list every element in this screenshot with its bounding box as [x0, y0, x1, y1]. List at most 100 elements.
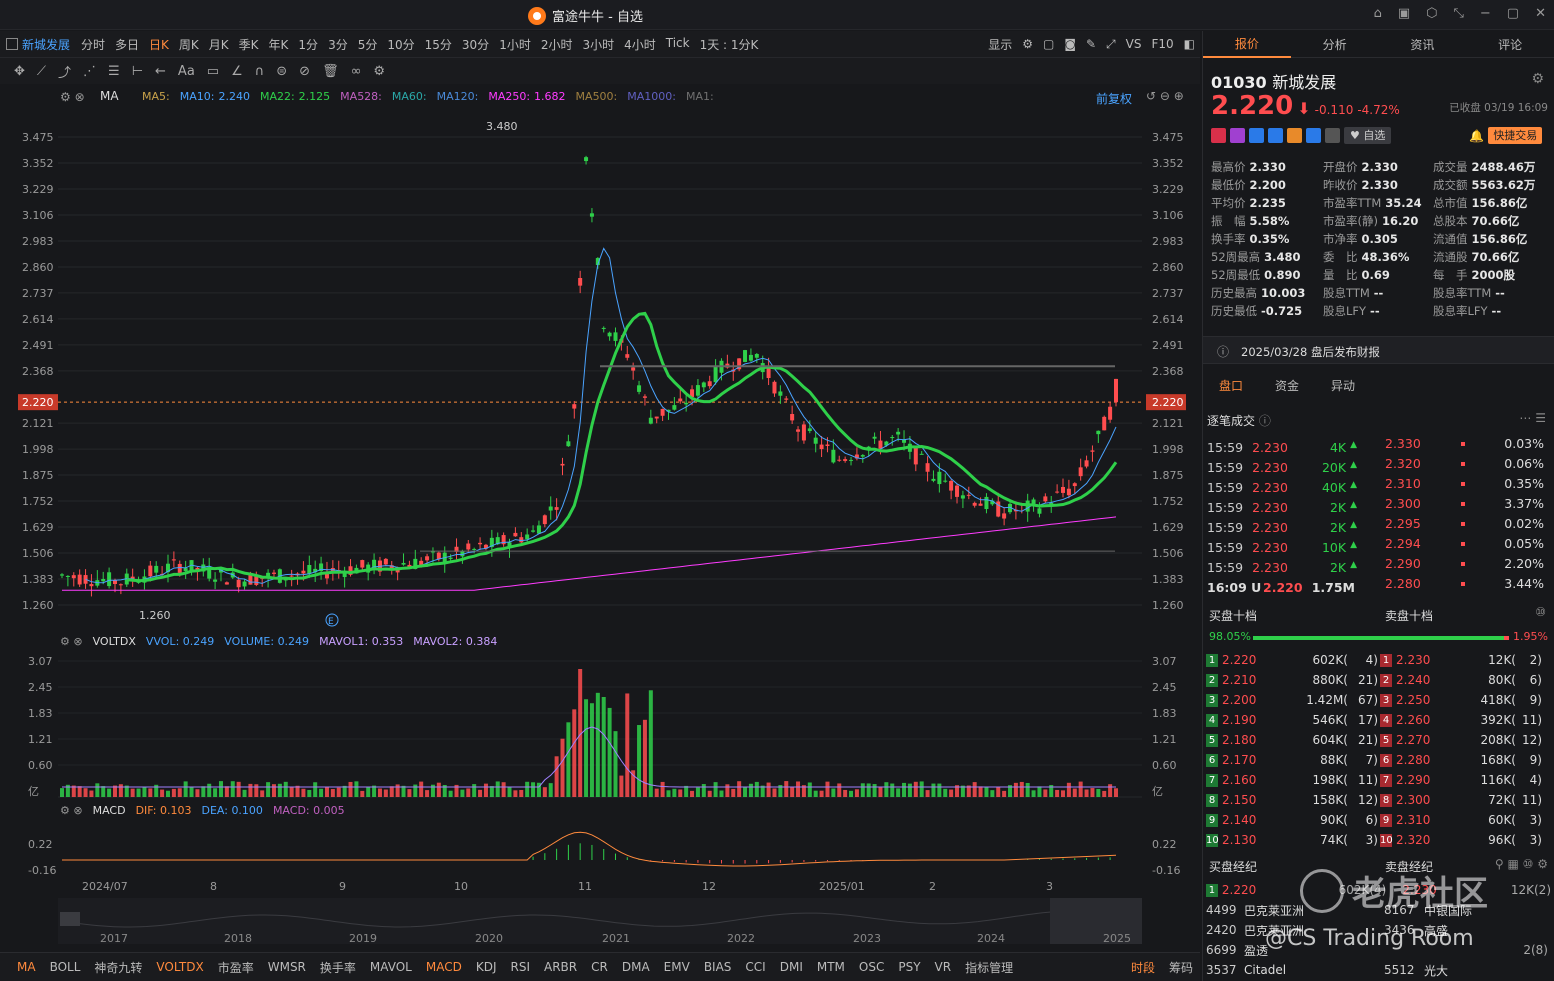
indicator-tab[interactable]: 市盈率 — [217, 960, 254, 975]
hk-badge-icon[interactable] — [1211, 128, 1226, 143]
book-row[interactable]: 6 2.170 88K(7) 6 2.280 168K(9) — [1206, 751, 1551, 769]
period-13[interactable]: 1小时 — [499, 37, 531, 52]
quote-tab[interactable]: 报价 — [1203, 31, 1291, 58]
ma-legend-item[interactable]: MA5: — [142, 90, 170, 106]
period-11[interactable]: 15分 — [424, 37, 452, 52]
vol-settings-icon[interactable]: ⚙ ⊗ — [60, 635, 83, 648]
period-9[interactable]: 5分 — [357, 37, 378, 52]
crosshair-icon[interactable]: ✥ — [14, 63, 25, 79]
layout-icon[interactable]: ▢ — [1042, 37, 1055, 51]
period-6[interactable]: 年K — [268, 37, 289, 52]
camera-icon[interactable]: ◙ — [1064, 37, 1076, 51]
draw-settings-icon[interactable]: ⚙ — [373, 63, 386, 79]
event-marker-icon[interactable] — [325, 613, 339, 627]
macd-indicator-name[interactable]: MACD — [92, 804, 126, 817]
period-0[interactable]: 分时 — [81, 37, 106, 52]
book-row[interactable]: 9 2.140 90K(6) 9 2.310 60K(3) — [1206, 811, 1551, 829]
lightning-badge-icon[interactable] — [1230, 128, 1245, 143]
tag-icon[interactable]: ⬡ — [1426, 6, 1438, 21]
indicator-tab[interactable]: DMA — [621, 960, 650, 974]
close-button[interactable]: ✕ — [1535, 6, 1546, 21]
short-badge-icon[interactable] — [1287, 128, 1302, 143]
maximize-button[interactable]: ▢ — [1506, 6, 1520, 21]
indicator-tab[interactable]: ARBR — [544, 960, 578, 974]
book-row[interactable]: 7 2.160 198K(11) 7 2.290 116K(4) — [1206, 771, 1551, 789]
broker-row[interactable]: 4499 巴克莱亚洲 8167 中银国际 — [1206, 901, 1551, 919]
period-17[interactable]: Tick — [665, 35, 690, 50]
broker-row[interactable]: 2420 巴克莱亚洲 3436 高盛 — [1206, 921, 1551, 939]
ma-legend-item[interactable]: MA60: — [392, 90, 427, 106]
period-14[interactable]: 2小时 — [540, 37, 573, 52]
bottom-right-tab[interactable]: 时段 — [1130, 960, 1155, 975]
f10-button[interactable]: F10 — [1151, 37, 1174, 51]
ma-legend-item[interactable]: MA528: — [340, 90, 382, 106]
delete-icon[interactable]: 🗑 — [322, 63, 339, 79]
earnings-notice[interactable]: ⓘ 2025/03/28 盘后发布财报 — [1203, 336, 1554, 364]
line-tool-icon[interactable]: ⟋ — [36, 63, 47, 79]
doc-badge-icon[interactable] — [1325, 128, 1340, 143]
bell-icon[interactable]: 🔔 — [1469, 128, 1485, 143]
macd-settings-icon[interactable]: ⚙ ⊗ — [60, 804, 83, 817]
bottom-right-tab[interactable]: 筹码 — [1168, 960, 1193, 975]
stock-name-tab[interactable]: 新城发展 — [22, 37, 71, 52]
arrow-tool-icon[interactable]: ← — [155, 63, 166, 79]
indicator-tab[interactable]: BOLL — [49, 960, 81, 974]
indicator-tab[interactable]: MA — [17, 960, 36, 974]
display-menu[interactable]: 显示 — [988, 37, 1013, 52]
indicator-tab[interactable]: MTM — [816, 960, 845, 974]
overview-window[interactable] — [1050, 898, 1142, 944]
broker-row[interactable]: 1 2.220 602K(4) 2.230 12K(2) — [1206, 881, 1551, 899]
period-16[interactable]: 4小时 — [624, 37, 656, 52]
indicator-tab[interactable]: VR — [934, 960, 952, 974]
indicator-tab[interactable]: OSC — [858, 960, 885, 974]
fib-tool-icon[interactable]: ☰ — [108, 63, 120, 79]
settings-icon[interactable]: ⚙ — [1022, 37, 1033, 51]
indicator-tab[interactable]: RSI — [510, 960, 531, 974]
quote-tab[interactable]: 分析 — [1322, 37, 1347, 52]
adjust-mode-button[interactable]: 前复权 — [1096, 92, 1133, 106]
indicator-tab[interactable]: DMI — [779, 960, 803, 974]
ma-legend-item[interactable]: MA22: 2.125 — [260, 90, 330, 106]
range-tool-icon[interactable]: ⊢ — [131, 63, 144, 79]
watchlist-button[interactable]: ♥ 自选 — [1344, 127, 1392, 144]
indicator-tab[interactable]: PSY — [898, 960, 921, 974]
orderbook-subtab[interactable]: 盘口 — [1218, 379, 1243, 393]
indicator-tab[interactable]: EMV — [663, 960, 690, 974]
broker-row[interactable]: 3537 Citadel 5512 光大 — [1206, 961, 1551, 979]
broker-tools[interactable]: ⚲ ▦ ⑩ ⚙ — [1494, 857, 1548, 871]
period-4[interactable]: 月K — [208, 37, 229, 52]
magnet-icon[interactable]: ∩ — [254, 63, 265, 79]
link-icon[interactable]: ∞ — [350, 63, 362, 79]
wave-tool-icon[interactable]: ⋰ — [83, 63, 97, 79]
indicator-tab[interactable]: 神奇九转 — [94, 960, 143, 975]
book-row[interactable]: 3 2.200 1.42M(67) 3 2.250 418K(9) — [1206, 691, 1551, 709]
ma-legend-item[interactable]: MA1: — [686, 90, 714, 106]
period-8[interactable]: 3分 — [328, 37, 348, 52]
ma-legend-item[interactable]: MA250: 1.682 — [488, 90, 565, 106]
shrink-icon[interactable]: ⤡ — [1453, 6, 1464, 21]
period-1[interactable]: 多日 — [115, 37, 140, 52]
ma-legend-item[interactable]: MA10: 2.240 — [180, 90, 250, 106]
dollar-badge-icon[interactable] — [1268, 128, 1283, 143]
period-3[interactable]: 周K — [178, 37, 199, 52]
ma-indicator-name[interactable]: MA — [100, 89, 119, 103]
book-row[interactable]: 2 2.210 880K(21) 2 2.240 80K(6) — [1206, 671, 1551, 689]
overview-handle-icon[interactable] — [60, 912, 80, 926]
ma-legend-item[interactable]: MA120: — [437, 90, 479, 106]
ma-legend-item[interactable]: MA1000: — [627, 90, 676, 106]
minimize-button[interactable]: − — [1479, 6, 1491, 21]
indicator-tab[interactable]: 换手率 — [319, 960, 356, 975]
text-tool-icon[interactable]: Aa — [177, 63, 195, 79]
orderbook-subtab[interactable]: 异动 — [1330, 379, 1355, 393]
period-2[interactable]: 日K — [149, 37, 169, 52]
note-tool-icon[interactable]: ▭ — [206, 63, 220, 79]
book-row[interactable]: 5 2.180 604K(21) 5 2.270 208K(12) — [1206, 731, 1551, 749]
hide-icon[interactable]: ⊘ — [299, 63, 311, 79]
broker-row[interactable]: 6699 盈透 2(8) — [1206, 941, 1551, 959]
period-15[interactable]: 3小时 — [582, 37, 615, 52]
vs-button[interactable]: VS — [1125, 37, 1142, 51]
quote-settings-icon[interactable]: ⚙ — [1531, 71, 1544, 87]
indicator-tab[interactable]: MAVOL — [369, 960, 412, 974]
period-12[interactable]: 30分 — [461, 37, 490, 52]
ticks-more-icon[interactable]: ⋯ ☰ — [1519, 411, 1546, 425]
